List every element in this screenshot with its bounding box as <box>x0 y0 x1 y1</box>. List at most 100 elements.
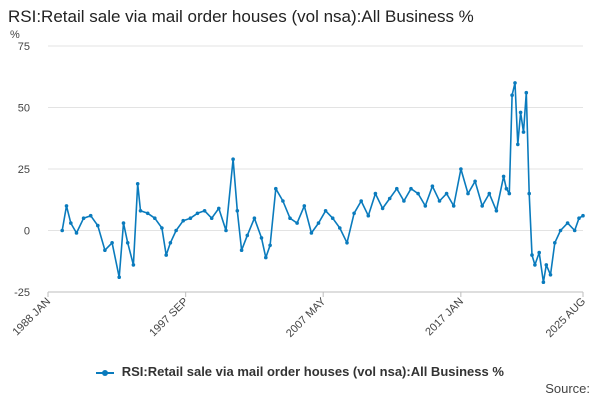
data-point[interactable] <box>359 199 364 203</box>
data-point[interactable] <box>245 233 250 238</box>
data-point[interactable] <box>533 263 537 267</box>
data-point[interactable] <box>81 216 86 220</box>
y-tick-label-4: 75 <box>18 41 30 53</box>
data-point[interactable] <box>437 199 442 203</box>
data-point[interactable] <box>88 213 93 218</box>
data-point[interactable] <box>281 199 285 203</box>
data-point[interactable] <box>195 211 200 216</box>
data-point[interactable] <box>160 226 164 230</box>
data-point[interactable] <box>217 206 221 211</box>
data-point[interactable] <box>145 211 150 216</box>
data-point[interactable] <box>544 263 549 267</box>
data-point[interactable] <box>309 231 314 235</box>
data-point[interactable] <box>510 93 514 97</box>
data-point[interactable] <box>558 228 563 233</box>
data-point[interactable] <box>125 241 130 245</box>
data-point[interactable] <box>239 248 244 252</box>
data-point[interactable] <box>487 191 492 196</box>
data-point[interactable] <box>409 186 413 191</box>
legend-swatch-icon <box>96 368 115 378</box>
data-point[interactable] <box>516 142 520 147</box>
data-point[interactable] <box>117 275 121 280</box>
data-point[interactable] <box>202 209 207 213</box>
data-point[interactable] <box>504 186 509 191</box>
data-point[interactable] <box>395 186 399 191</box>
data-point[interactable] <box>387 196 392 201</box>
data-point[interactable] <box>366 213 371 218</box>
data-point[interactable] <box>423 204 428 208</box>
data-point[interactable] <box>288 216 292 220</box>
data-point[interactable] <box>537 250 541 255</box>
data-point[interactable] <box>295 221 299 225</box>
data-point[interactable] <box>135 182 140 186</box>
data-point[interactable] <box>209 216 214 220</box>
data-point[interactable] <box>451 204 456 208</box>
data-point[interactable] <box>352 211 356 216</box>
data-point[interactable] <box>131 263 136 267</box>
legend[interactable]: RSI:Retail sale via mail order houses (v… <box>0 364 600 379</box>
data-point[interactable] <box>416 191 420 196</box>
data-point[interactable] <box>572 228 577 233</box>
data-point[interactable] <box>459 167 463 171</box>
data-point[interactable] <box>268 243 272 248</box>
data-point[interactable] <box>323 209 328 213</box>
data-point[interactable] <box>501 174 506 179</box>
data-point[interactable] <box>174 228 178 233</box>
data-point[interactable] <box>274 186 278 191</box>
data-point[interactable] <box>527 191 531 196</box>
data-point[interactable] <box>581 213 585 218</box>
data-point[interactable] <box>138 209 143 213</box>
data-point[interactable] <box>518 110 523 115</box>
data-point[interactable] <box>466 191 470 196</box>
data-point[interactable] <box>373 191 378 196</box>
data-point[interactable] <box>168 241 173 245</box>
data-point[interactable] <box>235 209 240 213</box>
data-point[interactable] <box>153 216 157 220</box>
data-point[interactable] <box>524 90 529 95</box>
legend-entry-label[interactable]: RSI:Retail sale via mail order houses (v… <box>121 364 504 379</box>
data-point[interactable] <box>402 199 406 203</box>
data-point[interactable] <box>494 209 499 213</box>
data-point[interactable] <box>473 179 477 184</box>
data-point[interactable] <box>224 228 228 233</box>
axes <box>47 291 584 297</box>
data-point[interactable] <box>231 157 235 161</box>
data-point[interactable] <box>121 221 126 225</box>
data-point[interactable] <box>521 130 526 134</box>
data-point[interactable] <box>430 184 435 188</box>
data-point[interactable] <box>548 273 553 277</box>
data-point[interactable] <box>330 216 335 220</box>
data-point[interactable] <box>252 216 257 220</box>
data-point[interactable] <box>444 191 449 196</box>
data-point[interactable] <box>577 216 581 220</box>
data-point[interactable] <box>164 253 168 257</box>
data-point[interactable] <box>507 191 512 196</box>
data-point[interactable] <box>110 241 114 245</box>
data-point[interactable] <box>541 280 546 285</box>
data-point[interactable] <box>345 241 349 245</box>
data-point[interactable] <box>553 241 557 245</box>
data-point[interactable] <box>316 221 321 225</box>
data-point[interactable] <box>480 204 485 208</box>
data-point[interactable] <box>565 221 570 225</box>
data-point[interactable] <box>259 236 264 240</box>
data-point[interactable] <box>60 228 64 233</box>
y-tick-label-0: -25 <box>14 287 30 299</box>
data-point[interactable] <box>69 221 73 225</box>
data-point[interactable] <box>530 253 534 257</box>
data-point[interactable] <box>96 223 100 228</box>
data-point[interactable] <box>264 255 268 260</box>
x-tick-label-1: 1997 SEP <box>147 296 191 340</box>
data-point[interactable] <box>188 216 193 220</box>
chart-title: RSI:Retail sale via mail order houses (v… <box>8 7 474 26</box>
data-point[interactable] <box>181 218 185 223</box>
data-point[interactable] <box>74 231 79 235</box>
data-point[interactable] <box>513 81 517 85</box>
x-tick-label-4: 2025 AUG <box>544 296 588 340</box>
data-point[interactable] <box>64 204 69 208</box>
data-point[interactable] <box>302 204 307 208</box>
data-point[interactable] <box>338 226 342 230</box>
y-tick-label-1: 0 <box>24 226 30 238</box>
data-point[interactable] <box>103 248 107 252</box>
data-point[interactable] <box>380 206 385 211</box>
